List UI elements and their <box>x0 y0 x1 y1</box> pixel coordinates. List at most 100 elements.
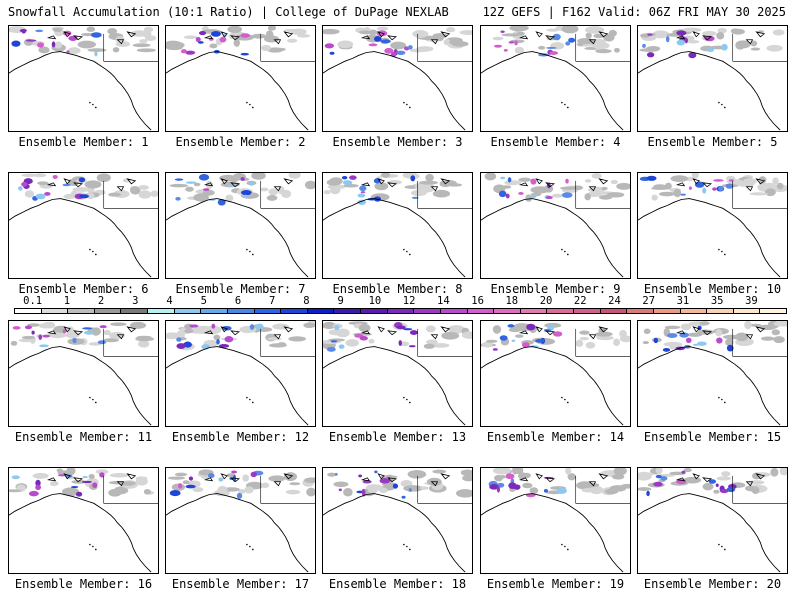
snowfall-shading <box>175 197 181 201</box>
snowfall-map <box>481 468 630 573</box>
political-border <box>103 33 158 62</box>
snowfall-shading <box>514 40 518 46</box>
snowfall-shading <box>651 194 658 201</box>
coastline <box>481 493 624 573</box>
political-border <box>732 328 787 357</box>
snowfall-shading <box>368 338 375 344</box>
snowfall-shading <box>501 33 521 37</box>
snowfall-shading <box>668 342 677 350</box>
snowfall-shading <box>504 180 522 186</box>
snowfall-shading <box>608 29 617 37</box>
snowfall-shading <box>368 43 378 47</box>
snowfall-shading <box>323 321 337 330</box>
snowfall-shading <box>357 199 366 205</box>
snowfall-shading <box>144 337 155 341</box>
snowfall-shading <box>227 184 233 188</box>
snowfall-shading <box>304 180 315 190</box>
legend-color-box <box>519 308 548 314</box>
snowfall-shading <box>176 343 186 349</box>
snowfall-shading <box>198 173 210 181</box>
snowfall-shading <box>447 183 463 187</box>
snowfall-shading <box>507 177 512 183</box>
snowfall-shading <box>652 30 670 39</box>
snowfall-shading <box>481 341 493 348</box>
snowfall-shading <box>264 35 280 43</box>
snowfall-shading <box>499 335 508 341</box>
snowfall-shading <box>38 334 43 340</box>
snowfall-shading <box>518 192 524 195</box>
hawaii-islands <box>403 396 405 399</box>
snowfall-shading <box>545 195 553 200</box>
islands-outline <box>203 31 294 45</box>
political-border <box>103 328 158 357</box>
ensemble-member-map <box>322 25 473 132</box>
snowfall-shading <box>567 473 576 481</box>
hawaii-islands <box>246 543 248 546</box>
ensemble-member-label: Ensemble Member: 5 <box>647 135 778 149</box>
snowfall-shading <box>735 40 751 49</box>
snowfall-shading <box>177 483 183 489</box>
snowfall-shading <box>38 46 50 54</box>
snowfall-shading <box>423 343 435 349</box>
snowfall-shading <box>54 41 62 49</box>
ensemble-member-map <box>8 467 159 574</box>
snowfall-shading <box>646 52 655 58</box>
snowfall-shading <box>185 50 196 55</box>
ensemble-member-map <box>165 25 316 132</box>
snowfall-shading <box>18 338 34 343</box>
snowfall-shading <box>189 327 206 334</box>
hawaii-islands <box>403 543 405 546</box>
snowfall-shading <box>180 49 188 54</box>
snowfall-shading <box>503 49 508 52</box>
snowfall-shading <box>88 474 95 479</box>
snowfall-shading <box>32 472 49 479</box>
snowfall-shading <box>419 486 428 490</box>
legend-color-box <box>626 308 654 314</box>
snowfall-shading <box>508 41 515 44</box>
snowfall-shading <box>109 473 129 478</box>
snowfall-shading <box>408 345 416 348</box>
snowfall-shading <box>188 476 194 481</box>
hawaii-islands <box>89 248 91 251</box>
snowfall-shading <box>189 324 199 328</box>
snowfall-shading <box>642 341 650 345</box>
coastline <box>166 346 309 426</box>
snowfall-shading <box>203 188 210 191</box>
snowfall-shading <box>492 325 502 334</box>
ensemble-member-label: Ensemble Member: 17 <box>171 577 310 591</box>
snowfall-shading <box>522 472 531 479</box>
snowfall-shading <box>288 173 301 179</box>
snowfall-shading <box>35 193 46 200</box>
hawaii-islands <box>718 101 720 104</box>
legend-tick-label: 10 <box>368 295 382 307</box>
hawaii-islands <box>564 250 566 253</box>
snowfall-map <box>9 173 158 278</box>
hawaii-islands <box>561 543 563 546</box>
islands-outline <box>518 178 609 192</box>
snowfall-shading <box>169 489 181 497</box>
snowfall-shading <box>95 469 109 475</box>
snowfall-shading <box>718 185 724 192</box>
snowfall-shading <box>233 38 240 47</box>
snowfall-shading <box>224 336 234 343</box>
ensemble-member-label: Ensemble Member: 2 <box>175 135 306 149</box>
ensemble-member-map <box>322 172 473 279</box>
snowfall-map <box>481 322 630 426</box>
islands-outline <box>46 178 137 192</box>
political-border <box>575 328 630 357</box>
snowfall-shading <box>515 334 524 338</box>
snowfall-shading <box>33 173 47 178</box>
snowfall-shading <box>240 33 251 38</box>
snowfall-shading <box>130 186 140 192</box>
snowfall-shading <box>772 177 779 185</box>
snowfall-shading <box>338 488 342 492</box>
snowfall-shading <box>545 46 557 49</box>
snowfall-shading <box>169 183 189 188</box>
snowfall-shading <box>613 468 627 476</box>
snowfall-shading <box>683 468 692 473</box>
hawaii-islands <box>724 106 726 109</box>
snowfall-shading <box>238 489 246 494</box>
ensemble-member-label: Ensemble Member: 11 <box>14 430 153 444</box>
snowfall-shading <box>251 33 267 39</box>
snowfall-shading <box>219 36 227 43</box>
